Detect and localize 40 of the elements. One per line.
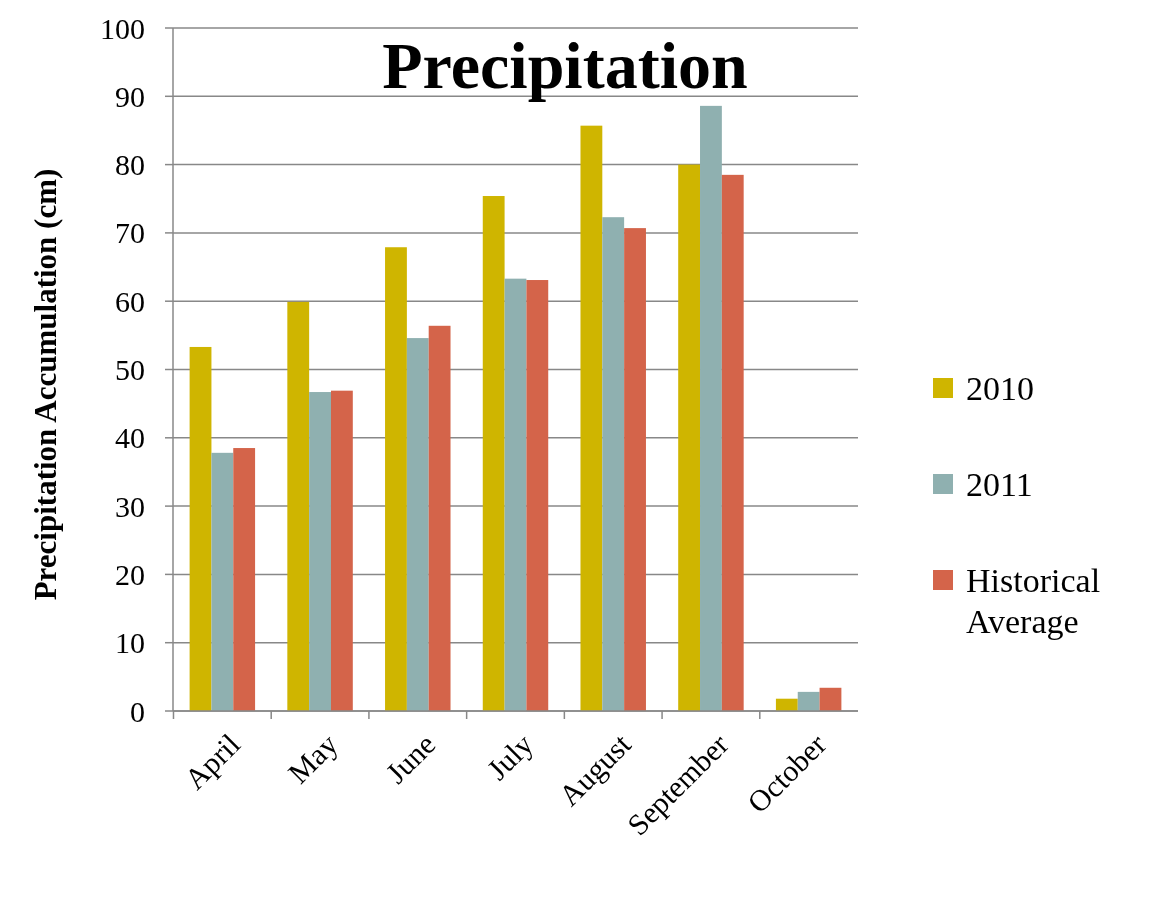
y-tick-label: 60 bbox=[115, 284, 145, 318]
legend-label: 2011 bbox=[966, 465, 1033, 503]
bar bbox=[624, 228, 646, 711]
y-tick-label: 0 bbox=[130, 694, 145, 728]
bar bbox=[721, 174, 744, 711]
x-tick-label: July bbox=[480, 727, 540, 787]
x-tick-label: June bbox=[379, 727, 442, 790]
y-tick-label: 20 bbox=[115, 557, 145, 591]
bar bbox=[819, 687, 842, 711]
legend-label: 2010 bbox=[966, 369, 1034, 407]
x-tick-label: May bbox=[281, 727, 344, 790]
bar bbox=[189, 346, 212, 711]
bar bbox=[678, 164, 701, 711]
y-tick-label: 80 bbox=[115, 148, 145, 182]
bar bbox=[700, 105, 722, 711]
bar bbox=[211, 452, 234, 711]
bar bbox=[580, 125, 603, 711]
bar bbox=[482, 196, 505, 711]
bar bbox=[233, 448, 256, 711]
chart-title: Precipitation bbox=[382, 29, 748, 102]
y-tick-label: 100 bbox=[100, 11, 145, 45]
y-tick-label: 10 bbox=[115, 626, 145, 660]
y-tick-label: 50 bbox=[115, 353, 145, 386]
legend-label: Historical Average bbox=[966, 561, 1101, 640]
bar bbox=[428, 325, 451, 711]
bar bbox=[602, 217, 625, 711]
y-tick-label: 70 bbox=[115, 216, 145, 250]
bar bbox=[775, 698, 798, 711]
bar bbox=[526, 280, 549, 711]
y-tick-label: 30 bbox=[115, 489, 145, 523]
y-tick-label: 90 bbox=[115, 79, 145, 113]
y-tick-label: 40 bbox=[115, 421, 145, 455]
bar bbox=[385, 247, 407, 711]
bar bbox=[797, 691, 820, 711]
bar bbox=[287, 301, 310, 711]
bar bbox=[330, 390, 353, 711]
y-axis-title: Precipitation Accumulation (cm) bbox=[28, 168, 63, 601]
bar bbox=[406, 338, 429, 711]
bar bbox=[309, 392, 331, 711]
bar bbox=[504, 278, 527, 711]
